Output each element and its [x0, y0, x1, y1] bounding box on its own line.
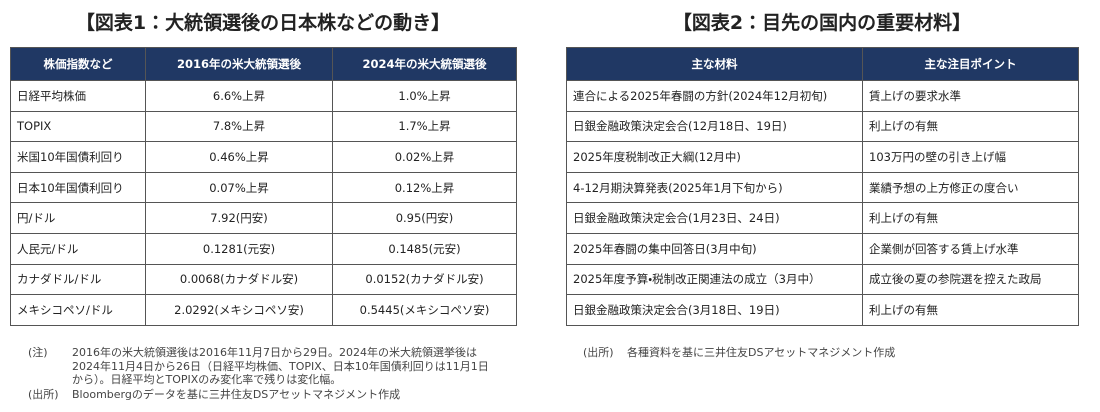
- cell: 賃上げの要求水準: [862, 80, 1079, 112]
- right-source: (出所) 各種資料を基に三井住友DSアセットマネジメント作成: [583, 346, 983, 360]
- cell: 0.5445(メキシコペソ安): [332, 294, 517, 326]
- cell: 7.92(円安): [145, 202, 333, 234]
- row: TOPIX 7.8%上昇 1.7%上昇: [10, 110, 517, 143]
- header-row: 株価指数など 2016年の米大統領選後 2024年の米大統領選後: [10, 47, 517, 81]
- cell: 日銀金融政策決定会合(1月23日、24日): [566, 202, 863, 234]
- cell: 6.6%上昇: [145, 80, 333, 112]
- row: 連合による2025年春闘の方針(2024年12月初旬) 賃上げの要求水準: [566, 80, 1079, 112]
- row: カナダドル/ドル 0.0068(カナダドル安) 0.0152(カナダドル安): [10, 263, 517, 296]
- header-cell: 株価指数など: [10, 47, 146, 81]
- source-label: (出所): [28, 388, 59, 401]
- note-text: 2016年の米大統領選後は2016年11月7日から29日。2024年の米大統領選…: [72, 346, 489, 387]
- cell: 成立後の夏の参院選を控えた政局: [862, 263, 1079, 296]
- cell: 7.8%上昇: [145, 110, 333, 143]
- note-line: から）。日経平均とTOPIXのみ変化率で残りは変化幅。: [72, 373, 342, 386]
- cell: 1.7%上昇: [332, 110, 517, 143]
- cell: TOPIX: [10, 110, 146, 143]
- cell: 2.0292(メキシコペソ安): [145, 294, 333, 326]
- left-title: 【図表1：大統領選後の日本株などの動き】: [75, 12, 451, 34]
- left-source: (出所) Bloombergのデータを基に三井住友DSアセットマネジメント作成: [28, 388, 508, 402]
- cell: 利上げの有無: [862, 110, 1079, 143]
- row: 人民元/ドル 0.1281(元安) 0.1485(元安): [10, 232, 517, 265]
- row: 円/ドル 7.92(円安) 0.95(円安): [10, 202, 517, 234]
- source-text: 各種資料を基に三井住友DSアセットマネジメント作成: [627, 346, 896, 359]
- cell: 米国10年国債利回り: [10, 141, 146, 173]
- cell: 0.02%上昇: [332, 141, 517, 173]
- cell: 業績予想の上方修正の度合い: [862, 171, 1079, 204]
- cell: 企業側が回答する賃上げ水準: [862, 232, 1079, 265]
- source-text: Bloombergのデータを基に三井住友DSアセットマネジメント作成: [72, 388, 401, 401]
- cell: 2025年度税制改正大綱(12月中): [566, 141, 863, 173]
- cell: 2025年度予算・税制改正関連法の成立（3月中）: [566, 263, 863, 296]
- cell: 0.12%上昇: [332, 171, 517, 204]
- note: (注) 2016年の米大統領選後は2016年11月7日から29日。2024年の米…: [28, 346, 508, 388]
- cell: 103万円の壁の引き上げ幅: [862, 141, 1079, 173]
- cell: 日銀金融政策決定会合(12月18日、19日): [566, 110, 863, 143]
- cell: 日経平均株価: [10, 80, 146, 112]
- right-title: 【図表2：目先の国内の重要材料】: [672, 12, 972, 34]
- row: 米国10年国債利回り 0.46%上昇 0.02%上昇: [10, 141, 517, 173]
- note-line: 2016年の米大統領選後は2016年11月7日から29日。2024年の米大統領選…: [72, 346, 477, 359]
- cell: カナダドル/ドル: [10, 263, 146, 296]
- row: 日本10年国債利回り 0.07%上昇 0.12%上昇: [10, 171, 517, 204]
- cell: 0.07%上昇: [145, 171, 333, 204]
- header-cell: 主な注目ポイント: [862, 47, 1079, 81]
- row: 2025年春闘の集中回答日(3月中旬) 企業側が回答する賃上げ水準: [566, 232, 1079, 265]
- cell: 0.1281(元安): [145, 232, 333, 265]
- note-label: (注): [28, 346, 48, 359]
- row: 日銀金融政策決定会合(1月23日、24日) 利上げの有無: [566, 202, 1079, 234]
- row: 2025年度予算・税制改正関連法の成立（3月中） 成立後の夏の参院選を控えた政局: [566, 263, 1079, 296]
- left-table: 株価指数など 2016年の米大統領選後 2024年の米大統領選後 日経平均株価 6.6%…: [10, 47, 517, 326]
- cell: 利上げの有無: [862, 294, 1079, 326]
- source-label: (出所): [583, 346, 614, 359]
- cell: 日銀金融政策決定会合(3月18日、19日): [566, 294, 863, 326]
- cell: メキシコペソ/ドル: [10, 294, 146, 326]
- cell: 4-12月期決算発表(2025年1月下旬から): [566, 171, 863, 204]
- cell: 2025年春闘の集中回答日(3月中旬): [566, 232, 863, 265]
- row: 2025年度税制改正大綱(12月中) 103万円の壁の引き上げ幅: [566, 141, 1079, 173]
- cell: 0.95(円安): [332, 202, 517, 234]
- cell: 0.1485(元安): [332, 232, 517, 265]
- row: 日銀金融政策決定会合(12月18日、19日) 利上げの有無: [566, 110, 1079, 143]
- cell: 0.46%上昇: [145, 141, 333, 173]
- header-row: 主な材料 主な注目ポイント: [566, 47, 1079, 81]
- row: 4-12月期決算発表(2025年1月下旬から) 業績予想の上方修正の度合い: [566, 171, 1079, 204]
- cell: 日本10年国債利回り: [10, 171, 146, 204]
- header-cell: 主な材料: [566, 47, 863, 81]
- right-table: 主な材料 主な注目ポイント 連合による2025年春闘の方針(2024年12月初旬) 賃…: [566, 47, 1079, 326]
- note-line: 2024年11月4日から26日（日経平均株価、TOPIX、日本10年国債利回りは…: [72, 359, 489, 373]
- cell: 1.0%上昇: [332, 80, 517, 112]
- row: 日銀金融政策決定会合(3月18日、19日) 利上げの有無: [566, 294, 1079, 326]
- cell: 0.0152(カナダドル安): [332, 263, 517, 296]
- cell: 連合による2025年春闘の方針(2024年12月初旬): [566, 80, 863, 112]
- cell: 人民元/ドル: [10, 232, 146, 265]
- cell: 0.0068(カナダドル安): [145, 263, 333, 296]
- header-cell: 2024年の米大統領選後: [332, 47, 517, 81]
- header-cell: 2016年の米大統領選後: [145, 47, 333, 81]
- cell: 利上げの有無: [862, 202, 1079, 234]
- row: 日経平均株価 6.6%上昇 1.0%上昇: [10, 80, 517, 112]
- row: メキシコペソ/ドル 2.0292(メキシコペソ安) 0.5445(メキシコペソ安): [10, 294, 517, 326]
- cell: 円/ドル: [10, 202, 146, 234]
